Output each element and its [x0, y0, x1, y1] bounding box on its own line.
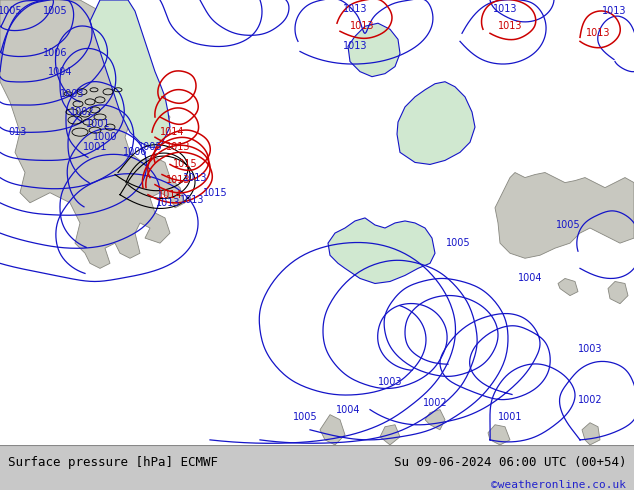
Text: 1005: 1005	[0, 6, 22, 16]
Text: 1004: 1004	[48, 67, 72, 76]
Text: 1013: 1013	[156, 198, 180, 208]
Text: 1013: 1013	[165, 142, 190, 152]
Text: 1006: 1006	[42, 49, 67, 58]
Polygon shape	[495, 172, 634, 258]
Text: 1003: 1003	[578, 344, 602, 354]
Text: 1003: 1003	[378, 377, 402, 388]
Polygon shape	[397, 82, 475, 165]
Text: 1005: 1005	[555, 220, 580, 230]
Polygon shape	[0, 0, 185, 269]
Text: 1013: 1013	[343, 4, 367, 14]
Polygon shape	[558, 278, 578, 295]
Text: 1003: 1003	[60, 89, 84, 99]
Text: 1005: 1005	[293, 412, 317, 422]
Text: 1004: 1004	[336, 405, 360, 415]
Text: 1013: 1013	[343, 42, 367, 51]
Polygon shape	[582, 423, 600, 445]
Text: 1002: 1002	[423, 397, 448, 408]
Text: Surface pressure [hPa] ECMWF: Surface pressure [hPa] ECMWF	[8, 456, 217, 468]
Text: 1013: 1013	[602, 6, 626, 16]
Polygon shape	[320, 415, 345, 445]
Text: 1013: 1013	[350, 21, 374, 31]
Polygon shape	[380, 425, 400, 445]
Polygon shape	[488, 425, 510, 445]
Text: 1000: 1000	[93, 132, 117, 142]
Text: 1015: 1015	[172, 159, 197, 170]
Text: 1005: 1005	[446, 238, 470, 248]
Text: 013: 013	[9, 127, 27, 137]
Text: 1002: 1002	[578, 394, 602, 405]
Polygon shape	[608, 281, 628, 304]
Text: Su 09-06-2024 06:00 UTC (00+54): Su 09-06-2024 06:00 UTC (00+54)	[394, 456, 626, 468]
Text: ©weatheronline.co.uk: ©weatheronline.co.uk	[491, 480, 626, 490]
Polygon shape	[348, 23, 400, 76]
Text: 1014: 1014	[160, 127, 184, 137]
Text: 1005: 1005	[138, 142, 162, 152]
Text: 1013: 1013	[183, 172, 207, 183]
Text: 1015: 1015	[203, 188, 228, 197]
Text: 1001: 1001	[83, 142, 107, 152]
Polygon shape	[425, 410, 445, 430]
Text: 1002: 1002	[70, 107, 94, 117]
Text: 1005: 1005	[42, 6, 67, 16]
Text: 1001: 1001	[86, 119, 110, 129]
Polygon shape	[328, 218, 435, 284]
Text: 1014: 1014	[158, 190, 182, 200]
Text: 1013: 1013	[498, 21, 522, 31]
Polygon shape	[90, 0, 170, 147]
Text: 1006: 1006	[123, 147, 147, 157]
Text: 1001: 1001	[498, 412, 522, 422]
Text: 1013: 1013	[165, 174, 190, 185]
Text: 1013: 1013	[493, 4, 517, 14]
Text: 1013: 1013	[180, 195, 204, 205]
Text: 1013: 1013	[586, 28, 611, 38]
Text: 1004: 1004	[518, 273, 542, 283]
